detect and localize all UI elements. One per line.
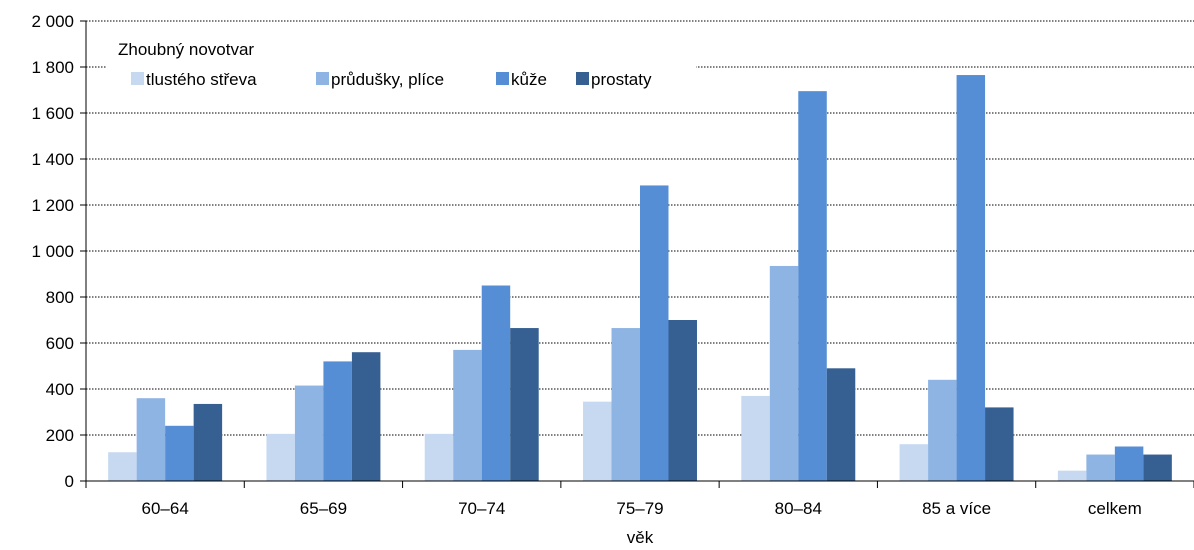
bar-pr-du-ky-pl-ce [928, 379, 957, 481]
bar-tlust-ho-st-eva [108, 452, 137, 481]
axes: 0 200 400 600 800 1 000 1 200 1 400 1 600 1 800 2 … [31, 12, 1194, 518]
legend-background [106, 34, 696, 98]
legend-swatch [576, 72, 589, 85]
bar-prostaty [351, 352, 381, 481]
legend-label: prostaty [591, 70, 652, 89]
legend-label: kůže [511, 70, 547, 89]
y-tick-label: 800 [46, 288, 74, 307]
y-tick-label: 400 [46, 380, 74, 399]
y-tick-label: 1 400 [31, 150, 74, 169]
bar-k-e [1114, 446, 1144, 481]
bar-pr-du-ky-pl-ce [1086, 454, 1115, 481]
y-tick-label: 1 000 [31, 242, 74, 261]
x-tick-label: 60–64 [142, 499, 189, 518]
bar-tlust-ho-st-eva [424, 433, 454, 481]
legend-title: Zhoubný novotvar [118, 40, 254, 59]
bar-tlust-ho-st-eva [583, 401, 612, 481]
bar-prostaty [1143, 454, 1172, 481]
bar-pr-du-ky-pl-ce [611, 328, 640, 481]
legend: Zhoubný novotvar tlustého střeva průdušky… [106, 34, 696, 98]
legend-swatch [131, 72, 144, 85]
legend-swatch [316, 72, 329, 85]
y-tick-label: 600 [46, 334, 74, 353]
x-tick-label: 75–79 [616, 499, 663, 518]
bar-pr-du-ky-pl-ce [294, 385, 324, 481]
y-tick-label: 200 [46, 426, 74, 445]
bar-tlust-ho-st-eva [266, 433, 295, 481]
bar-prostaty [826, 368, 856, 481]
bar-k-e [798, 91, 827, 482]
y-tick-label: 1 600 [31, 104, 74, 123]
bar-prostaty [668, 320, 697, 481]
x-axis-title: věk [627, 528, 654, 547]
bar-pr-du-ky-pl-ce [769, 265, 799, 481]
bar-tlust-ho-st-eva [741, 395, 770, 481]
y-tick-label: 0 [65, 472, 74, 491]
x-tick-label: 65–69 [300, 499, 347, 518]
bar-k-e [165, 425, 194, 481]
bar-k-e [956, 75, 986, 482]
legend-label: tlustého střeva [146, 70, 257, 89]
bar-k-e [481, 285, 511, 481]
bar-tlust-ho-st-eva [1057, 470, 1087, 481]
legend-swatch [496, 72, 509, 85]
bars [108, 75, 1172, 482]
bar-prostaty [985, 407, 1014, 481]
x-tick-label: 80–84 [775, 499, 822, 518]
x-tick-label: 85 a více [922, 499, 991, 518]
bar-tlust-ho-st-eva [899, 444, 929, 481]
y-tick-label: 1 200 [31, 196, 74, 215]
y-tick-label: 2 000 [31, 12, 74, 31]
bar-k-e [640, 185, 669, 481]
x-tick-label: celkem [1088, 499, 1142, 518]
legend-label: průdušky, plíce [331, 70, 444, 89]
bar-k-e [323, 361, 352, 481]
bar-pr-du-ky-pl-ce [136, 398, 166, 481]
x-tick-label: 70–74 [458, 499, 505, 518]
bar-prostaty [193, 403, 223, 481]
y-tick-label: 1 800 [31, 58, 74, 77]
bar-prostaty [510, 328, 539, 481]
bar-pr-du-ky-pl-ce [453, 349, 482, 481]
